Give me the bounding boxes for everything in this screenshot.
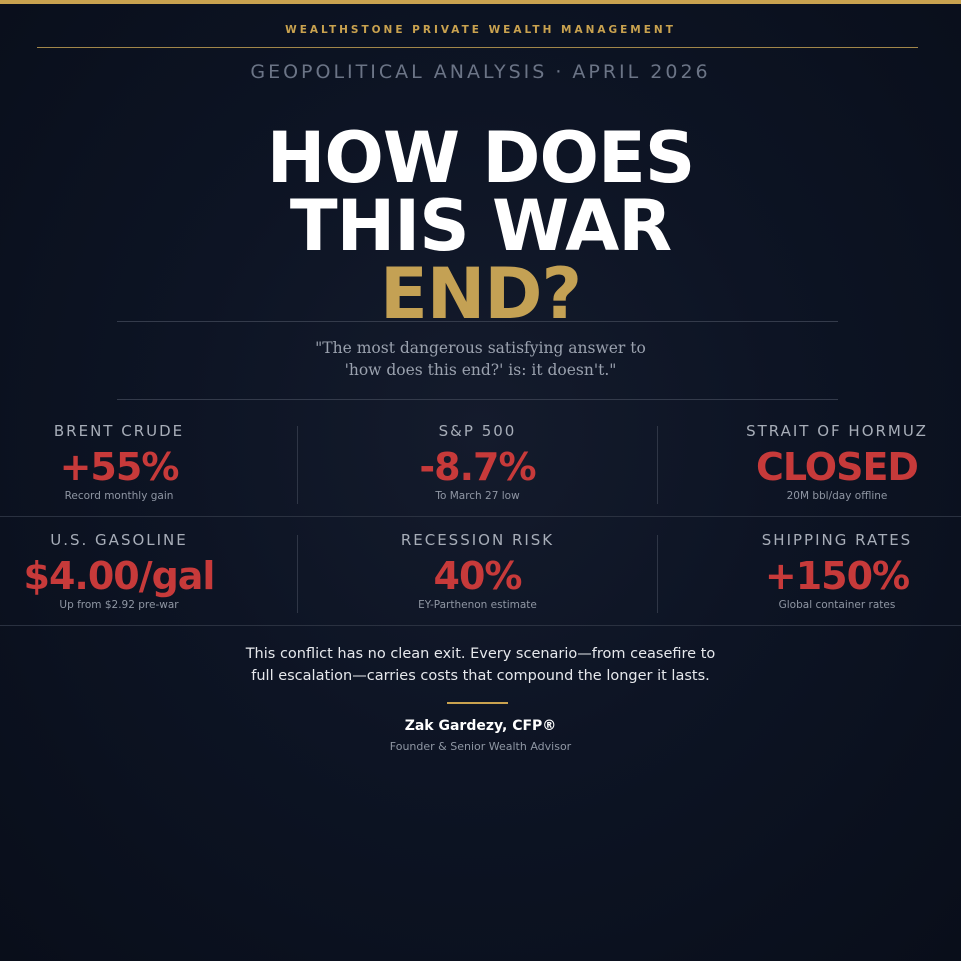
headline: HOW DOES THIS WAR END? bbox=[0, 117, 961, 335]
quote-bottom-divider bbox=[117, 399, 838, 400]
stat-note: 20M bbl/day offline bbox=[786, 490, 888, 502]
stats-row-2: U.S. GASOLINE $4.00/gal Up from $2.92 pr… bbox=[0, 521, 961, 629]
stat-value: +55% bbox=[59, 445, 180, 489]
stat-note: To March 27 low bbox=[435, 490, 520, 502]
column-divider bbox=[657, 426, 658, 504]
stat-note: Global container rates bbox=[778, 599, 896, 611]
headline-line-1: HOW DOES bbox=[266, 117, 696, 199]
stat-brent-crude: BRENT CRUDE +55% Record monthly gain bbox=[0, 412, 238, 520]
stat-shipping-rates: SHIPPING RATES +150% Global container ra… bbox=[718, 521, 956, 629]
stat-value: -8.7% bbox=[419, 445, 536, 489]
stat-label: STRAIT OF HORMUZ bbox=[746, 422, 928, 440]
stat-us-gasoline: U.S. GASOLINE $4.00/gal Up from $2.92 pr… bbox=[0, 521, 238, 629]
stat-value: $4.00/gal bbox=[23, 554, 216, 598]
summary-text: This conflict has no clean exit. Every s… bbox=[0, 643, 961, 687]
pull-quote: "The most dangerous satisfying answer to… bbox=[0, 337, 961, 381]
quote-line-1: "The most dangerous satisfying answer to bbox=[315, 339, 646, 357]
top-accent-bar bbox=[0, 0, 961, 4]
quote-line-2: 'how does this end?' is: it doesn't." bbox=[344, 361, 617, 379]
column-divider bbox=[657, 535, 658, 613]
summary-line-2: full escalation—carries costs that compo… bbox=[251, 668, 710, 684]
stat-label: U.S. GASOLINE bbox=[50, 531, 188, 549]
stat-value: CLOSED bbox=[756, 445, 919, 489]
stat-sp500: S&P 500 -8.7% To March 27 low bbox=[298, 412, 657, 520]
headline-line-3: END? bbox=[379, 253, 582, 335]
stat-label: BRENT CRUDE bbox=[53, 422, 185, 440]
author-name: Zak Gardezy, CFP® bbox=[404, 718, 557, 734]
headline-line-2: THIS WAR bbox=[289, 185, 672, 267]
quote-top-divider bbox=[117, 321, 838, 322]
stats-row-1: BRENT CRUDE +55% Record monthly gain S&P… bbox=[0, 412, 961, 520]
signature-divider bbox=[447, 702, 508, 704]
stat-note: EY-Parthenon estimate bbox=[418, 599, 537, 611]
column-divider bbox=[297, 535, 298, 613]
stat-note: Record monthly gain bbox=[64, 490, 174, 502]
stat-recession-risk: RECESSION RISK 40% EY-Parthenon estimate bbox=[298, 521, 657, 629]
author-title: Founder & Senior Wealth Advisor bbox=[389, 740, 572, 753]
subtitle-separator: · bbox=[555, 61, 565, 83]
firm-name: WEALTHSTONE PRIVATE WEALTH MANAGEMENT bbox=[285, 24, 676, 36]
stat-label: RECESSION RISK bbox=[400, 531, 555, 549]
stat-label: S&P 500 bbox=[438, 422, 517, 440]
publish-date: APRIL 2026 bbox=[572, 61, 711, 83]
header-divider bbox=[37, 47, 918, 48]
stat-value: +150% bbox=[764, 554, 910, 598]
stat-label: SHIPPING RATES bbox=[761, 531, 913, 549]
stat-strait-of-hormuz: STRAIT OF HORMUZ CLOSED 20M bbl/day offl… bbox=[718, 412, 956, 520]
stats-row-divider bbox=[0, 516, 961, 517]
stat-note: Up from $2.92 pre-war bbox=[59, 599, 179, 611]
column-divider bbox=[297, 426, 298, 504]
stats-bottom-divider bbox=[0, 625, 961, 626]
section-label: GEOPOLITICAL ANALYSIS bbox=[250, 61, 548, 83]
section-subtitle: GEOPOLITICAL ANALYSIS · APRIL 2026 bbox=[0, 61, 961, 83]
summary-line-1: This conflict has no clean exit. Every s… bbox=[245, 646, 716, 662]
stat-value: 40% bbox=[433, 554, 523, 598]
